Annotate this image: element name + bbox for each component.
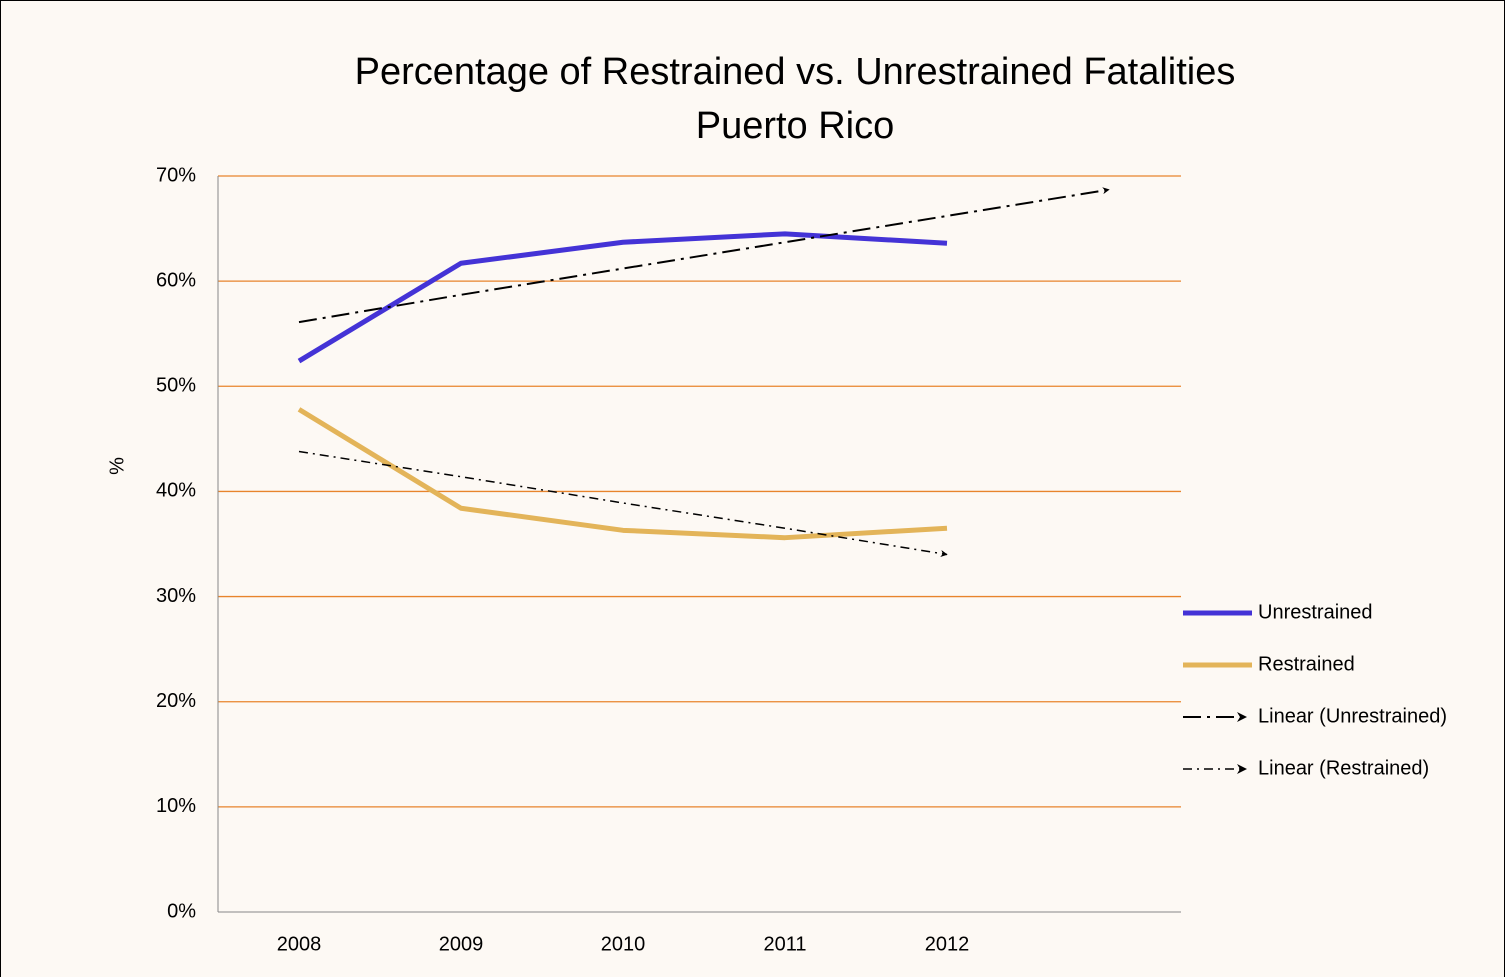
line: [297, 231, 948, 364]
chart-title: Percentage of Restrained vs. Unrestraine…: [355, 51, 1236, 93]
x-tick-label: 2008: [277, 933, 322, 955]
trend-line: [298, 450, 948, 557]
legend-label: Linear (Unrestrained): [1258, 705, 1447, 727]
legend-label: Restrained: [1258, 653, 1355, 675]
y-tick-label: 10%: [156, 795, 196, 817]
legend-label: Unrestrained: [1258, 601, 1373, 623]
x-tick-label: 2012: [925, 933, 970, 955]
trend-line: [298, 187, 1110, 324]
y-tick-label: 0%: [167, 900, 196, 922]
y-tick-label: 50%: [156, 375, 196, 397]
y-tick-label: 70%: [156, 164, 196, 186]
x-tick-label: 2010: [601, 933, 646, 955]
chart-subtitle: Puerto Rico: [696, 105, 895, 147]
legend-label: Linear (Restrained): [1258, 757, 1429, 779]
y-tick-label: 60%: [156, 269, 196, 291]
y-tick-label: 40%: [156, 480, 196, 502]
y-tick-label: 20%: [156, 690, 196, 712]
line: [297, 407, 948, 541]
y-axis-label: %: [106, 457, 128, 475]
x-tick-label: 2011: [763, 933, 806, 955]
y-tick-label: 30%: [156, 585, 196, 607]
x-tick-label: 2009: [439, 933, 484, 955]
